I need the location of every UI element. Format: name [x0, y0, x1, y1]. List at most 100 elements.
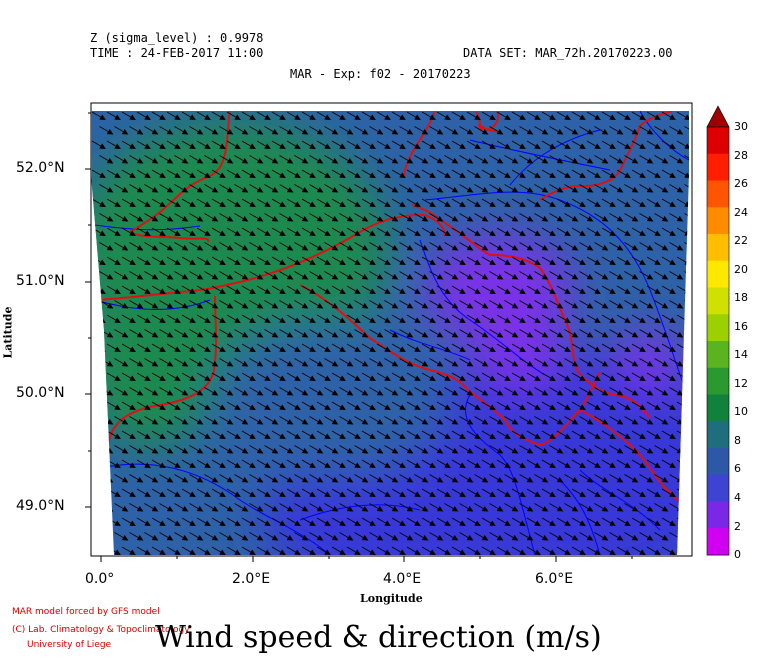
- wind-arrow: [144, 271, 159, 280]
- wind-arrow: [504, 155, 519, 164]
- wind-arrow: [391, 111, 406, 120]
- wind-arrow: [414, 184, 429, 193]
- wind-arrow: [226, 198, 241, 207]
- wind-arrow: [496, 227, 511, 236]
- wind-arrow: [339, 329, 354, 338]
- river-saone: [559, 479, 601, 555]
- wind-arrow: [631, 459, 646, 468]
- wind-arrow: [286, 285, 301, 294]
- wind-arrow: [331, 198, 346, 207]
- wind-arrow: [519, 242, 534, 251]
- wind-arrow: [376, 227, 391, 236]
- wind-arrow: [166, 343, 181, 352]
- wind-arrow: [294, 155, 309, 164]
- wind-arrow: [271, 459, 286, 468]
- wind-arrow: [189, 271, 204, 280]
- wind-arrow: [264, 184, 279, 193]
- wind-arrow: [624, 242, 639, 251]
- wind-arrow: [286, 372, 301, 381]
- wind-arrow: [571, 169, 586, 178]
- wind-arrow: [219, 445, 234, 454]
- wind-arrow: [144, 242, 159, 251]
- wind-arrow: [114, 271, 129, 280]
- wind-arrow: [324, 387, 339, 396]
- wind-arrow: [211, 314, 226, 323]
- wind-arrow: [144, 155, 159, 164]
- wind-arrow: [354, 213, 369, 222]
- wind-arrow: [189, 300, 204, 309]
- wind-arrow: [616, 169, 631, 178]
- wind-arrow: [309, 416, 324, 425]
- wind-arrow: [144, 329, 159, 338]
- wind-arrow: [526, 111, 541, 120]
- wind-arrow: [571, 343, 586, 352]
- x-tick-label: 4.0°E: [383, 571, 422, 587]
- colorbar-swatch: [707, 314, 729, 342]
- wind-arrow: [541, 314, 556, 323]
- wind-arrow: [316, 459, 331, 468]
- wind-arrow: [624, 213, 639, 222]
- wind-arrow: [391, 227, 406, 236]
- wind-arrow: [279, 155, 294, 164]
- wind-arrow: [331, 227, 346, 236]
- wind-arrow: [444, 155, 459, 164]
- wind-arrow: [429, 358, 444, 367]
- wind-arrow: [526, 227, 541, 236]
- wind-arrow: [166, 256, 181, 265]
- wind-arrow: [601, 459, 616, 468]
- wind-arrow: [481, 314, 496, 323]
- wind-arrow: [692, 315, 705, 323]
- wind-arrow: [639, 155, 654, 164]
- wind-arrow: [309, 300, 324, 309]
- wind-arrow: [159, 329, 174, 338]
- wind-arrow: [361, 372, 376, 381]
- wind-arrow: [549, 329, 564, 338]
- wind-arrow: [151, 285, 166, 294]
- wind-arrow: [331, 111, 346, 120]
- wind-arrow: [511, 314, 526, 323]
- wind-arrow: [481, 488, 496, 497]
- wind-arrow: [271, 140, 286, 149]
- wind-arrow: [279, 329, 294, 338]
- wind-arrow: [586, 488, 601, 497]
- wind-arrow: [406, 169, 421, 178]
- wind-arrow: [609, 155, 624, 164]
- map-title: Wind speed & direction (m/s): [155, 620, 602, 655]
- wind-arrow: [249, 358, 264, 367]
- wind-arrow: [406, 343, 421, 352]
- wind-arrow: [504, 358, 519, 367]
- wind-arrow: [616, 140, 631, 149]
- wind-arrow: [684, 155, 689, 164]
- wind-arrow: [549, 213, 564, 222]
- wind-arrow: [639, 416, 654, 425]
- wind-arrow: [654, 474, 669, 483]
- wind-arrow: [279, 474, 294, 483]
- wind-arrow: [661, 459, 676, 468]
- wind-arrow: [676, 517, 689, 526]
- wind-arrow: [489, 445, 504, 454]
- wind-arrow: [534, 213, 549, 222]
- wind-arrow: [241, 401, 256, 410]
- wind-arrow: [549, 358, 564, 367]
- wind-arrow: [256, 140, 271, 149]
- wind-arrow: [481, 111, 496, 120]
- wind-arrow: [391, 140, 406, 149]
- wind-arrow: [669, 271, 684, 280]
- wind-arrow: [294, 474, 309, 483]
- wind-arrow: [421, 314, 436, 323]
- wind-arrow: [279, 242, 294, 251]
- wind-arrow: [151, 430, 166, 439]
- wind-arrow: [256, 401, 271, 410]
- wind-arrow: [534, 242, 549, 251]
- wind-arrow: [579, 329, 594, 338]
- wind-arrow: [196, 256, 211, 265]
- wind-arrow: [466, 459, 481, 468]
- wind-arrow: [226, 227, 241, 236]
- wind-arrow: [106, 198, 121, 207]
- wind-arrow: [361, 488, 376, 497]
- border-france-germany: [579, 409, 689, 508]
- wind-arrow: [489, 474, 504, 483]
- wind-arrow: [692, 373, 705, 381]
- wind-arrow: [189, 155, 204, 164]
- wind-arrow: [541, 285, 556, 294]
